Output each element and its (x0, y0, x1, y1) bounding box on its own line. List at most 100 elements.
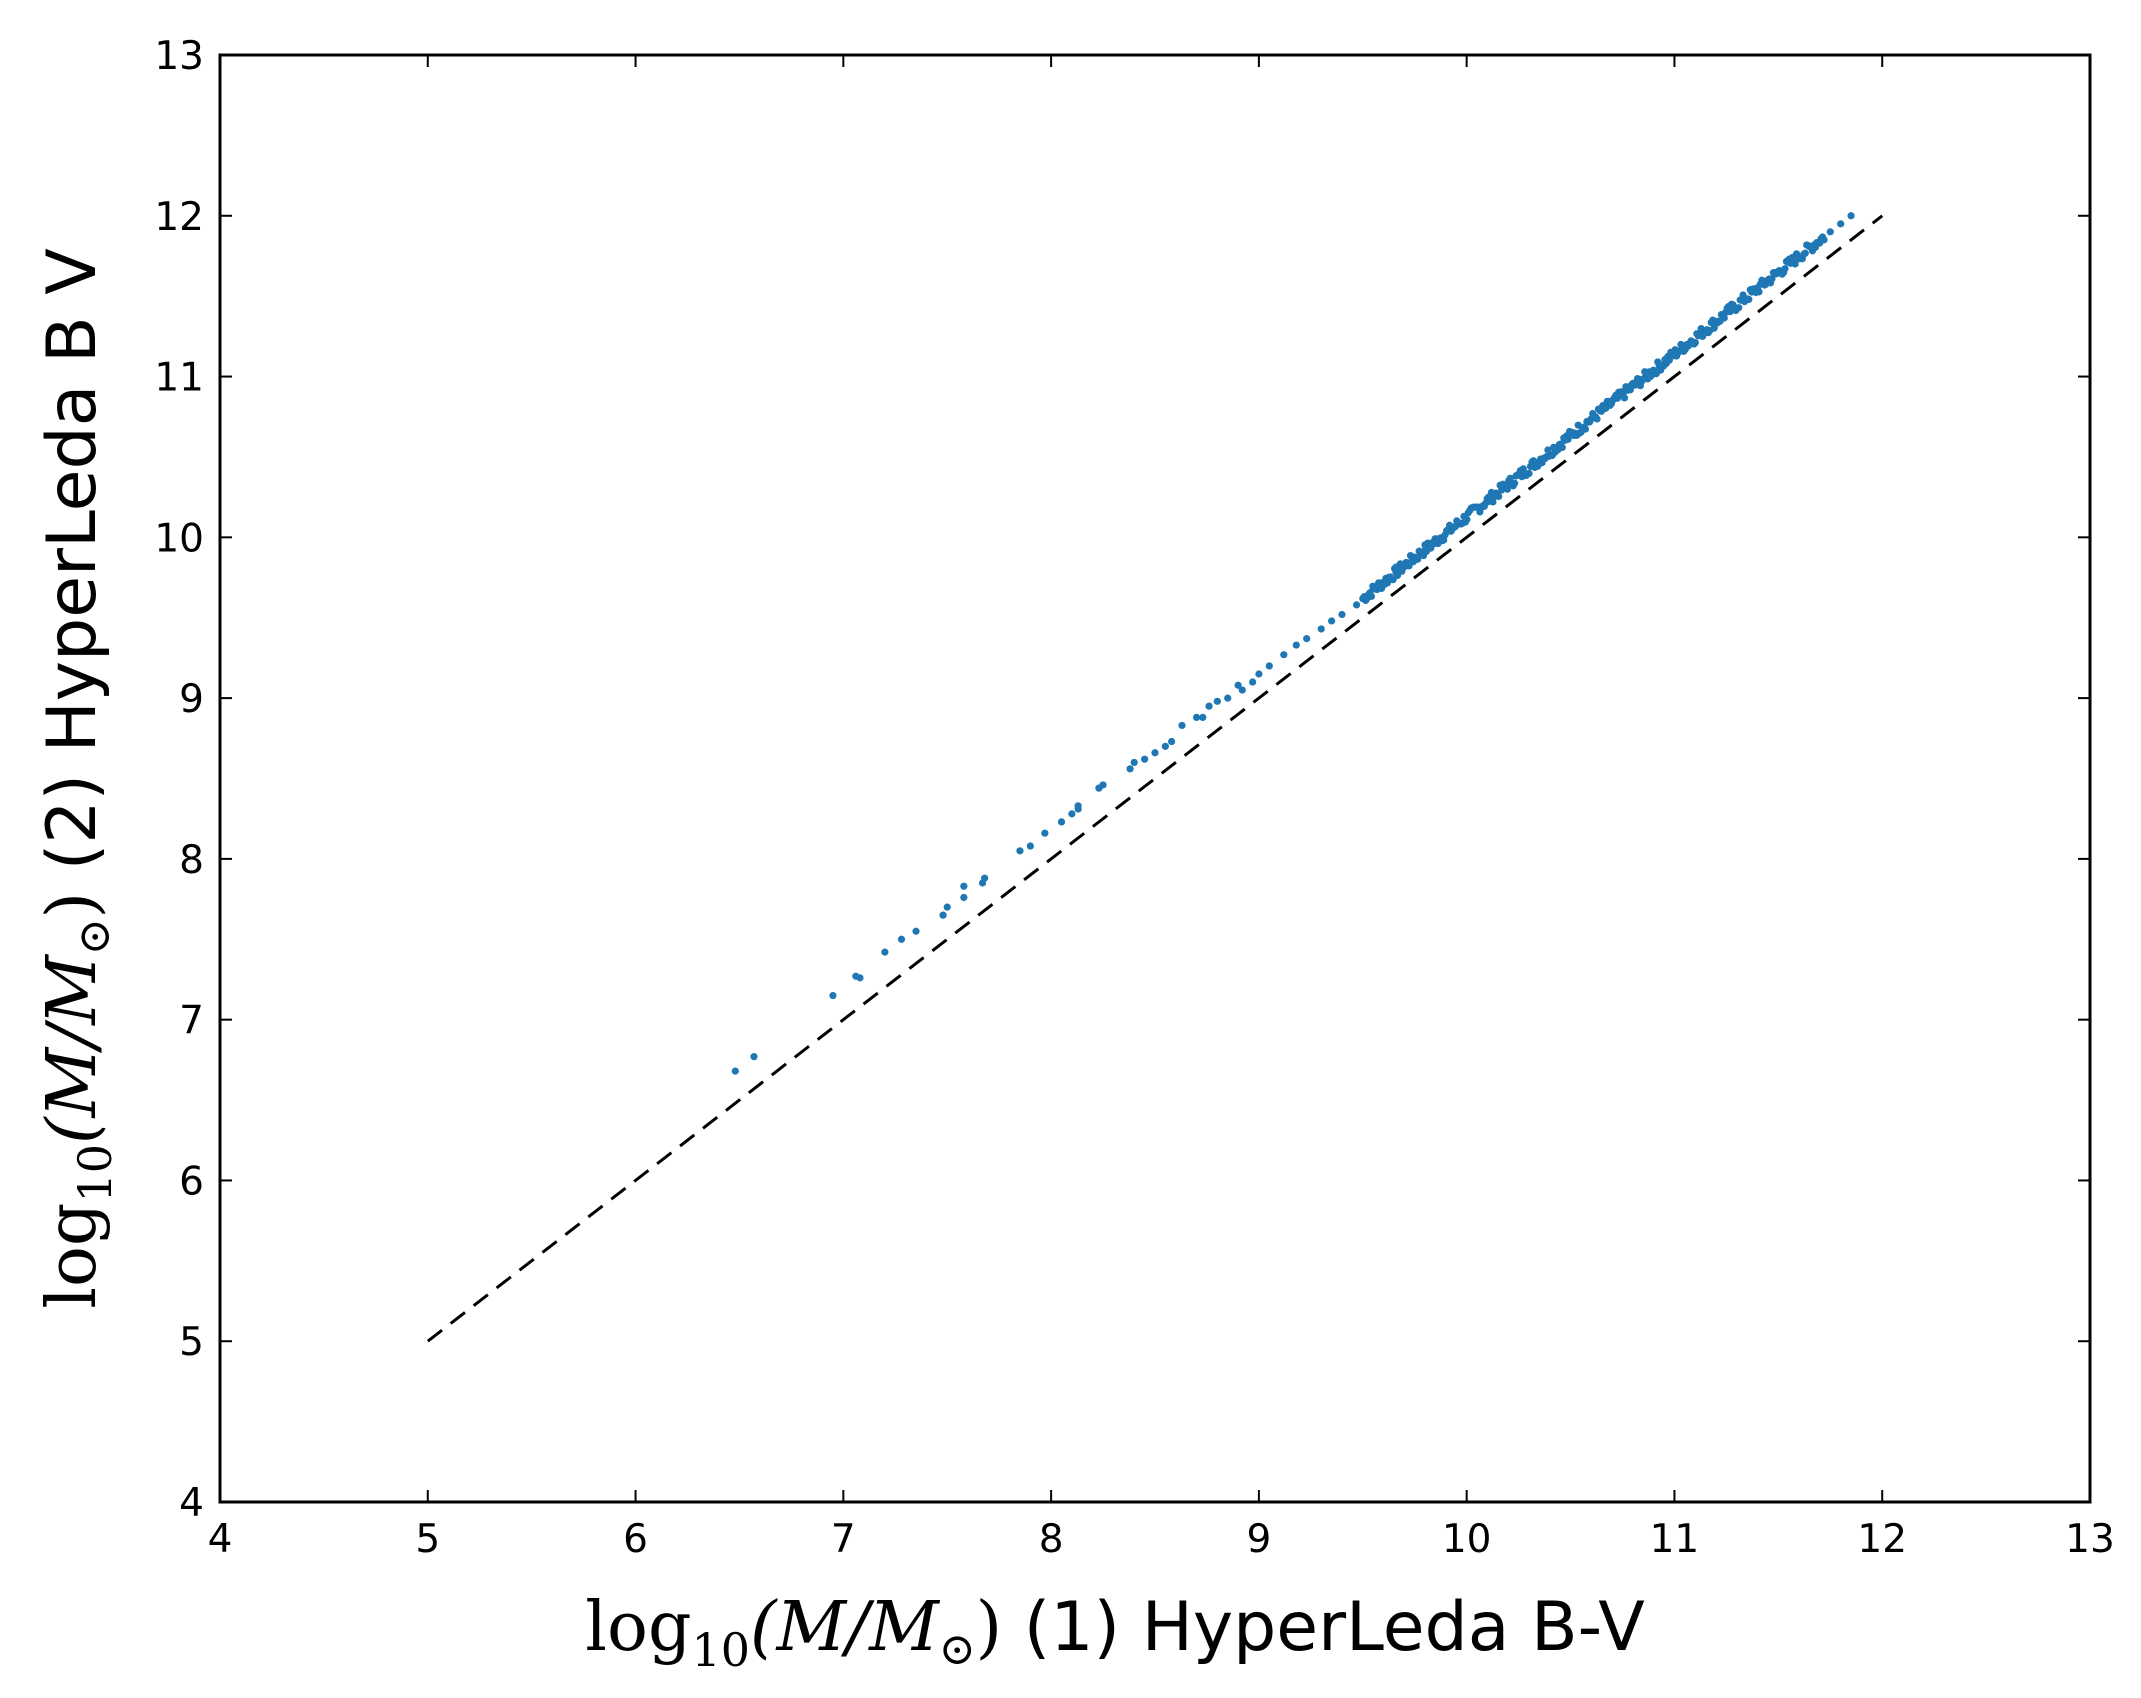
data-point (1665, 356, 1673, 364)
data-point (1041, 829, 1049, 837)
x-tick-label: 9 (1246, 1517, 1271, 1562)
data-point (1328, 617, 1336, 625)
data-point (1768, 275, 1776, 283)
data-point (829, 991, 837, 1000)
data-point (1141, 755, 1149, 763)
data-point (1303, 635, 1311, 643)
data-point (1801, 249, 1809, 257)
data-point (1016, 847, 1024, 855)
y-tick-label: 11 (154, 356, 204, 401)
data-point (1199, 713, 1207, 722)
data-point (1234, 681, 1242, 689)
x-tick-label: 5 (415, 1517, 440, 1562)
data-point (1130, 758, 1138, 767)
data-point (1755, 288, 1763, 296)
scatter-series (731, 212, 1855, 1075)
y-tick-label: 4 (179, 1481, 204, 1526)
data-point (1720, 314, 1728, 322)
data-point (1735, 304, 1743, 312)
y-axis-title: log10(M/M⊙) (2) HyperLeda B V (33, 248, 122, 1309)
y-tick-label: 12 (154, 195, 204, 240)
x-axis: 4 5 6 7 8 9 10 11 12 13 (208, 55, 2115, 1562)
y-axis-label: log10(M/M⊙) (2) HyperLeda B V (33, 248, 122, 1309)
data-point (1338, 610, 1346, 619)
x-tick-label: 6 (623, 1517, 648, 1562)
data-point (1495, 492, 1503, 501)
data-point (1837, 220, 1845, 228)
data-point (912, 927, 920, 935)
data-point (1691, 338, 1699, 347)
data-point (1519, 465, 1527, 473)
data-point (1581, 425, 1590, 433)
data-point (1026, 842, 1034, 850)
data-point (1745, 295, 1753, 304)
data-point (1255, 670, 1263, 678)
data-point (943, 903, 951, 911)
x-tick-label: 4 (208, 1517, 233, 1562)
data-point (1280, 651, 1288, 659)
data-point (750, 1053, 758, 1061)
x-tick-label: 10 (1442, 1517, 1492, 1562)
y-tick-label: 8 (179, 838, 204, 883)
data-point (1238, 686, 1246, 694)
y-tick-label: 7 (179, 999, 204, 1044)
data-point (1463, 515, 1471, 523)
data-point (1224, 694, 1232, 702)
data-point (1151, 749, 1159, 757)
data-point (1292, 641, 1300, 649)
data-point (1506, 474, 1514, 482)
data-point (939, 911, 947, 919)
data-point (1074, 802, 1082, 810)
x-tick-label: 11 (1650, 1517, 1700, 1562)
reference-line-group (426, 214, 1884, 1343)
data-point (1168, 737, 1176, 746)
data-point (1213, 697, 1221, 705)
data-point (1593, 415, 1601, 423)
data-point (1525, 469, 1533, 478)
data-point (1511, 479, 1519, 487)
x-axis-title: log10(M/M⊙) (1) HyperLeda B-V (585, 1588, 1644, 1677)
y-axis: 4 5 6 7 8 9 10 11 12 13 (154, 34, 2090, 1526)
data-point (1820, 236, 1828, 244)
data-point (1249, 678, 1257, 686)
data-point (1574, 421, 1582, 429)
data-point (1068, 810, 1076, 818)
data-point (1781, 265, 1789, 273)
data-point (1192, 713, 1201, 722)
data-point (856, 974, 864, 982)
x-tick-label: 8 (1039, 1517, 1064, 1562)
data-point (1205, 702, 1213, 710)
y-tick-label: 6 (179, 1159, 204, 1204)
data-point (1265, 662, 1273, 670)
reference-line (426, 214, 1884, 1343)
x-tick-label: 7 (831, 1517, 856, 1562)
x-axis-label: log10(M/M⊙) (1) HyperLeda B-V (585, 1588, 1644, 1677)
data-point (960, 893, 968, 902)
data-point (1099, 781, 1107, 789)
data-point (1126, 765, 1134, 773)
data-point (960, 882, 968, 890)
y-tick-label: 10 (154, 516, 204, 561)
y-tick-label: 5 (179, 1320, 204, 1365)
data-point (1317, 625, 1325, 633)
y-tick-label: 9 (179, 677, 204, 722)
data-point (1057, 818, 1066, 826)
data-point (1503, 485, 1511, 493)
x-tick-label: 12 (1857, 1517, 1907, 1562)
data-point (1367, 592, 1376, 600)
data-point (1352, 601, 1361, 609)
data-point (1558, 443, 1566, 452)
data-point (881, 948, 889, 956)
data-point (1161, 742, 1169, 750)
y-tick-label: 13 (154, 34, 204, 79)
data-point (731, 1067, 739, 1075)
data-point (1847, 212, 1855, 220)
data-point (897, 935, 906, 943)
x-tick-label: 13 (2065, 1517, 2115, 1562)
data-point (1826, 228, 1834, 236)
data-point (1620, 394, 1629, 402)
data-point (1178, 721, 1186, 730)
data-point (1564, 435, 1572, 443)
data-point (981, 874, 989, 882)
